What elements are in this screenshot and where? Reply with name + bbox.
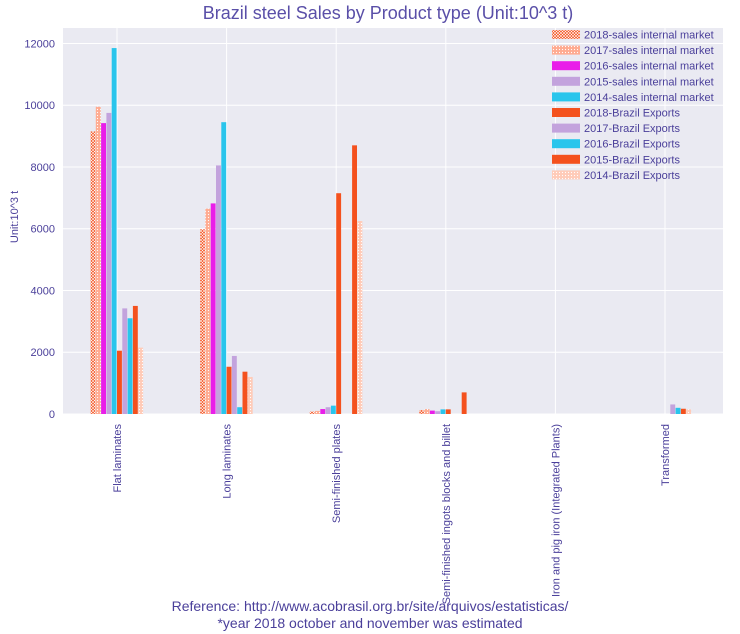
legend-label: 2014-Brazil Exports — [584, 170, 680, 182]
bar — [435, 411, 441, 414]
bar — [424, 409, 430, 414]
bar — [216, 165, 221, 414]
bar — [445, 409, 451, 414]
bar — [127, 318, 133, 414]
bar — [95, 106, 101, 415]
bar — [237, 407, 243, 414]
bar — [320, 409, 326, 414]
legend-swatch — [552, 76, 580, 86]
bar — [315, 410, 320, 414]
bar — [352, 145, 357, 414]
y-tick-label: 4000 — [31, 285, 55, 297]
legend-swatch — [552, 61, 580, 71]
y-tick-label: 12000 — [24, 38, 55, 50]
x-tick-label: Transformed — [660, 424, 672, 486]
bar — [231, 355, 237, 414]
legend-label: 2016-Brazil Exports — [584, 139, 680, 151]
bar — [210, 203, 216, 414]
bar — [101, 123, 106, 415]
y-tick-label: 0 — [49, 409, 55, 421]
bar — [670, 404, 676, 414]
legend-swatch — [552, 154, 580, 164]
bar — [226, 366, 232, 414]
bar — [138, 347, 144, 414]
x-axis-ticks: Flat laminates Long laminates Semi-finishe… — [112, 424, 672, 605]
legend-swatch — [552, 45, 580, 55]
bar — [200, 229, 205, 414]
y-tick-label: 2000 — [31, 347, 55, 359]
plot-area — [63, 28, 723, 414]
legend-swatch — [552, 30, 580, 39]
bar — [132, 305, 138, 414]
x-tick-label: Flat laminates — [112, 424, 124, 493]
bar — [221, 122, 227, 415]
legend-label: 2017-sales internal market — [584, 45, 714, 57]
bar — [680, 408, 686, 414]
bar — [90, 131, 96, 414]
bar — [330, 405, 336, 414]
bars — [90, 48, 692, 415]
bar — [440, 409, 446, 414]
y-tick-label: 10000 — [24, 100, 55, 112]
bar — [336, 193, 342, 414]
x-tick-label: Long laminates — [222, 424, 234, 499]
chart-title: Brazil steel Sales by Product type (Unit… — [203, 3, 574, 23]
x-tick-label: Semi-finished plates — [331, 424, 343, 524]
bar — [429, 410, 435, 414]
bar — [111, 48, 117, 414]
bar — [122, 308, 128, 414]
legend-label: 2018-sales internal market — [584, 30, 714, 42]
bar — [357, 221, 363, 414]
legend-swatch — [552, 139, 580, 149]
legend-swatch — [552, 108, 580, 117]
footnote-reference: Reference: http://www.acobrasil.org.br/s… — [171, 598, 569, 614]
y-axis-ticks: 0 2000 4000 6000 8000 10000 12000 — [24, 38, 55, 421]
footnote-estimate: *year 2018 october and november was esti… — [217, 615, 523, 631]
legend-swatch — [552, 170, 580, 180]
bar — [419, 409, 425, 414]
bar — [461, 392, 467, 414]
bar — [675, 407, 681, 414]
legend: 2018-sales internal market 2017-sales int… — [552, 30, 714, 182]
legend-label: 2016-sales internal market — [584, 61, 714, 73]
bar — [117, 350, 122, 414]
bar — [309, 411, 315, 414]
legend-label: 2014-sales internal market — [584, 92, 714, 104]
bar — [686, 409, 692, 414]
legend-label: 2017-Brazil Exports — [584, 123, 680, 135]
bar — [325, 407, 331, 414]
legend-swatch — [552, 92, 580, 102]
legend-label: 2015-Brazil Exports — [584, 154, 680, 166]
bar — [247, 376, 253, 414]
y-tick-label: 6000 — [31, 224, 55, 236]
y-axis-label: Unit:10^3 t — [9, 191, 21, 243]
legend-label: 2015-sales internal market — [584, 76, 714, 88]
x-tick-label: Iron and pig iron (Integrated Plants) — [550, 424, 562, 597]
legend-swatch — [552, 123, 580, 133]
bar — [106, 112, 112, 415]
legend-label: 2018-Brazil Exports — [584, 108, 680, 120]
bar — [242, 371, 248, 414]
y-tick-label: 8000 — [31, 162, 55, 174]
x-tick-label: Semi-finished ingots blocks and billet — [441, 424, 453, 604]
bar — [205, 208, 211, 414]
